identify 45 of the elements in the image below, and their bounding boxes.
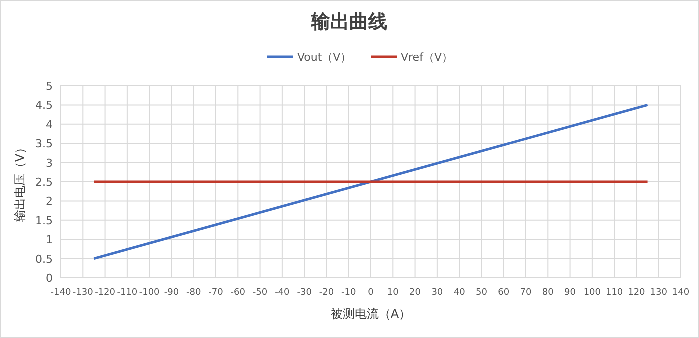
x-tick-label: 110	[606, 288, 624, 298]
x-axis-title: 被测电流（A）	[330, 307, 412, 321]
x-tick-label: -10	[342, 288, 356, 298]
x-tick-label: 90	[564, 288, 576, 298]
x-tick-label: 100	[584, 288, 602, 298]
y-tick-label: 4.5	[36, 99, 53, 112]
y-tick-label: 2.5	[36, 176, 53, 189]
x-tick-label: 80	[542, 288, 554, 298]
x-tick-label: -100	[139, 288, 160, 298]
x-tick-label: -80	[186, 288, 202, 298]
x-tick-label: -40	[275, 288, 290, 298]
x-tick-label: 20	[410, 288, 422, 298]
x-tick-label: 10	[387, 288, 400, 298]
y-tick-label: 3.5	[36, 138, 53, 151]
x-tick-label: 50	[476, 288, 488, 298]
y-tick-label: 0	[46, 272, 53, 285]
y-tick-label: 4	[46, 118, 53, 132]
x-tick-label: 0	[368, 288, 374, 298]
y-tick-label: 1	[46, 234, 53, 247]
x-tick-label: -50	[252, 288, 268, 298]
x-tick-label: 40	[454, 288, 466, 298]
x-tick-label: -20	[319, 288, 334, 298]
chart-title: 输出曲线	[310, 11, 388, 33]
x-tick-label: 130	[650, 288, 668, 298]
x-tick-label: -60	[230, 288, 246, 298]
x-tick-label: -110	[117, 288, 138, 298]
y-tick-label: 5	[46, 80, 53, 93]
x-tick-label: 120	[628, 288, 646, 298]
x-tick-label: -90	[164, 288, 180, 298]
legend-label: Vref（V）	[401, 51, 453, 64]
x-tick-label: 140	[672, 288, 690, 298]
x-tick-label: -120	[95, 288, 116, 298]
x-tick-label: -140	[50, 288, 72, 298]
x-tick-label: -130	[72, 288, 94, 298]
y-tick-label: 2	[46, 195, 53, 208]
x-tick-label: 70	[520, 288, 532, 298]
legend-label: Vout（V）	[298, 51, 352, 64]
y-tick-label: 1.5	[36, 214, 53, 228]
x-tick-label: 60	[498, 288, 510, 298]
x-tick-label: -30	[297, 288, 312, 298]
y-tick-label: 0.5	[36, 252, 53, 266]
x-tick-label: -70	[208, 288, 224, 298]
y-axis-title: 输出电压（V）	[13, 142, 27, 222]
x-tick-label: 30	[432, 288, 444, 298]
y-tick-label: 3	[46, 156, 53, 170]
